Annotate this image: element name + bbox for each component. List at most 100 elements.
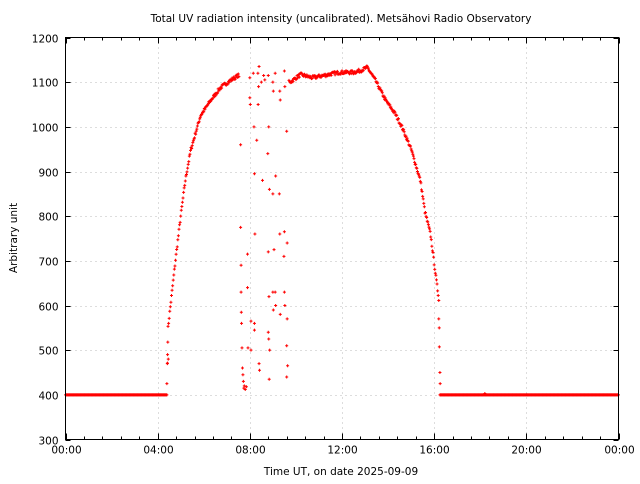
data-point [172, 273, 176, 277]
data-point [436, 293, 440, 297]
y-tick-label: 800 [38, 212, 58, 224]
data-point [364, 66, 368, 70]
data-point [266, 250, 270, 254]
data-point [252, 125, 256, 129]
data-point [167, 321, 171, 325]
data-point [252, 172, 256, 176]
y-tick-label: 700 [38, 257, 58, 269]
y-tick-label: 1100 [32, 78, 59, 90]
data-point [183, 183, 187, 187]
data-point [422, 201, 426, 205]
data-point [191, 141, 195, 145]
data-point [263, 78, 267, 82]
data-point [236, 72, 240, 76]
data-point [252, 328, 256, 332]
data-point [242, 384, 246, 388]
data-point [429, 235, 433, 239]
data-point [257, 65, 261, 69]
data-point [410, 150, 414, 154]
data-point [437, 298, 441, 302]
data-point [432, 263, 436, 267]
plot-frame [65, 37, 619, 440]
x-tick-label: 04:00 [143, 445, 173, 457]
data-point [278, 89, 282, 93]
data-point [438, 371, 442, 374]
data-point [266, 330, 270, 334]
data-point [278, 232, 282, 236]
data-point [180, 205, 184, 209]
data-point [376, 81, 380, 85]
data-point [285, 317, 289, 321]
data-point [395, 113, 399, 117]
data-point [256, 71, 260, 75]
data-point [267, 125, 271, 129]
data-point [433, 271, 437, 275]
data-point [267, 187, 271, 191]
data-point [278, 312, 282, 316]
data-point [483, 391, 487, 395]
x-axis-label: Time UT, on date 2025-09-09 [263, 466, 418, 478]
data-point [195, 127, 199, 131]
data-point [194, 132, 198, 136]
data-point [419, 188, 423, 192]
data-point [246, 346, 250, 350]
data-point [177, 227, 181, 231]
data-point [411, 154, 415, 158]
data-point [262, 73, 266, 77]
data-point [240, 366, 244, 370]
data-point [211, 96, 215, 100]
data-point [169, 294, 173, 298]
data-point [427, 225, 431, 229]
data-point [248, 103, 252, 106]
data-point [278, 98, 282, 102]
data-point [406, 139, 410, 143]
data-point [432, 255, 436, 259]
data-point [333, 73, 337, 77]
data-point [239, 225, 243, 229]
data-point [411, 152, 415, 156]
data-point [424, 211, 428, 215]
data-point [405, 136, 409, 140]
y-tick-label: 400 [38, 391, 58, 403]
data-point [170, 288, 174, 292]
data-point [191, 139, 195, 143]
data-point [376, 84, 380, 88]
data-point [197, 120, 201, 124]
data-point [240, 321, 244, 325]
data-point [248, 96, 252, 100]
data-point [285, 241, 289, 245]
data-point [431, 251, 435, 255]
data-point [267, 295, 271, 299]
data-point [429, 238, 433, 242]
data-point [193, 136, 197, 140]
y-tick-label: 500 [38, 346, 58, 358]
data-point [255, 138, 259, 142]
data-point [404, 134, 408, 138]
data-point [380, 91, 384, 95]
data-point [266, 73, 270, 77]
data-point [282, 230, 286, 234]
data-point [271, 89, 275, 93]
x-tick-label: 20:00 [511, 445, 541, 457]
data-point [182, 186, 186, 190]
data-point [261, 178, 265, 182]
data-point [195, 124, 199, 128]
data-point [268, 348, 272, 352]
data-point [417, 172, 421, 176]
data-point [178, 223, 182, 227]
data-point [171, 278, 175, 282]
data-point [190, 144, 194, 148]
data-point [257, 362, 261, 366]
grid [65, 37, 619, 440]
data-point [373, 77, 377, 81]
data-point [282, 69, 286, 73]
data-point [418, 175, 422, 179]
data-point [425, 216, 429, 220]
data-point [166, 324, 170, 328]
data-point [220, 86, 224, 90]
data-point [216, 91, 220, 95]
data-point [178, 220, 182, 224]
data-point [402, 127, 406, 131]
data-point [233, 77, 237, 81]
data-point [283, 85, 287, 89]
